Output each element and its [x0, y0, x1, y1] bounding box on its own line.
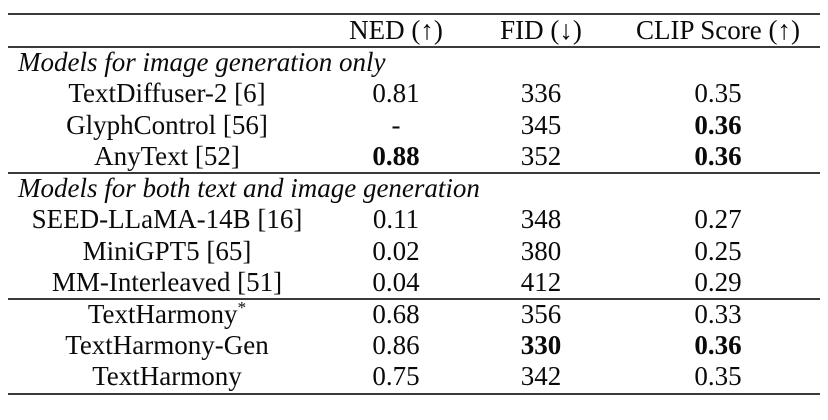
- clip-value: 0.25: [694, 235, 742, 266]
- ned-value: 0.86: [372, 330, 420, 361]
- table-row: TextHarmony* 0.68 356 0.33: [8, 299, 820, 331]
- header-clip-score: CLIP Score (↑): [636, 14, 800, 45]
- fid-value: 380: [520, 235, 562, 266]
- model-name: MM-Interleaved [51]: [51, 266, 283, 297]
- ned-value: 0.88: [372, 140, 420, 171]
- section-textharmony-variants: TextHarmony* 0.68 356 0.33 TextHarmony-G…: [8, 299, 820, 394]
- model-name: TextHarmony*: [8, 299, 326, 331]
- model-name-text: TextHarmony: [87, 299, 238, 330]
- ned-value: -: [391, 109, 401, 140]
- results-table: NED (↑) FID (↓) CLIP Score (↑) Models fo…: [8, 13, 820, 395]
- model-name: TextHarmony: [92, 361, 242, 392]
- table-row: GlyphControl [56] - 345 0.36: [8, 110, 820, 142]
- clip-value: 0.29: [694, 266, 742, 297]
- fid-value: 345: [520, 109, 562, 140]
- section-title-row: Models for image generation only: [8, 47, 820, 79]
- header-model-blank: [8, 14, 326, 47]
- model-name: GlyphControl [56]: [66, 109, 268, 140]
- clip-value: 0.36: [694, 330, 742, 361]
- fid-value: 348: [520, 204, 562, 235]
- section-title-row: Models for both text and image generatio…: [8, 173, 820, 205]
- model-name: AnyText [52]: [94, 140, 240, 171]
- fid-value: 356: [520, 299, 562, 330]
- table-row: TextHarmony 0.75 342 0.35: [8, 362, 820, 394]
- asterisk-superscript: *: [237, 298, 247, 318]
- section-text-and-image-generation: Models for both text and image generatio…: [8, 173, 820, 299]
- ned-value: 0.11: [372, 204, 420, 235]
- model-name: TextDiffuser-2 [6]: [68, 78, 266, 109]
- header-ned: NED (↑): [349, 14, 443, 45]
- table-row: MM-Interleaved [51] 0.04 412 0.29: [8, 266, 820, 300]
- fid-value: 352: [520, 140, 562, 171]
- header-row: NED (↑) FID (↓) CLIP Score (↑): [8, 14, 820, 47]
- fid-value: 412: [520, 266, 562, 297]
- clip-value: 0.33: [694, 299, 742, 330]
- table-row: TextHarmony-Gen 0.86 330 0.36: [8, 331, 820, 363]
- model-name: TextHarmony-Gen: [65, 330, 269, 361]
- fid-value: 342: [520, 361, 562, 392]
- table-row: MiniGPT5 [65] 0.02 380 0.25: [8, 236, 820, 268]
- fid-value: 330: [520, 330, 562, 361]
- section-title: Models for image generation only: [18, 47, 386, 78]
- ned-value: 0.04: [372, 266, 420, 297]
- table-row: AnyText [52] 0.88 352 0.36: [8, 140, 820, 174]
- header-fid: FID (↓): [500, 14, 582, 45]
- model-name: SEED-LLaMA-14B [16]: [31, 204, 303, 235]
- model-name: MiniGPT5 [65]: [82, 235, 252, 266]
- clip-value: 0.36: [694, 109, 742, 140]
- table-row: SEED-LLaMA-14B [16] 0.11 348 0.27: [8, 205, 820, 237]
- ned-value: 0.68: [372, 299, 420, 330]
- clip-value: 0.35: [694, 78, 742, 109]
- section-image-generation-only: Models for image generation only TextDif…: [8, 47, 820, 173]
- table-row: TextDiffuser-2 [6] 0.81 336 0.35: [8, 79, 820, 111]
- clip-value: 0.27: [694, 204, 742, 235]
- clip-value: 0.36: [694, 140, 742, 171]
- ned-value: 0.02: [372, 235, 420, 266]
- ned-value: 0.81: [372, 78, 420, 109]
- clip-value: 0.35: [694, 361, 742, 392]
- ned-value: 0.75: [372, 361, 420, 392]
- section-title: Models for both text and image generatio…: [18, 173, 480, 204]
- fid-value: 336: [520, 78, 562, 109]
